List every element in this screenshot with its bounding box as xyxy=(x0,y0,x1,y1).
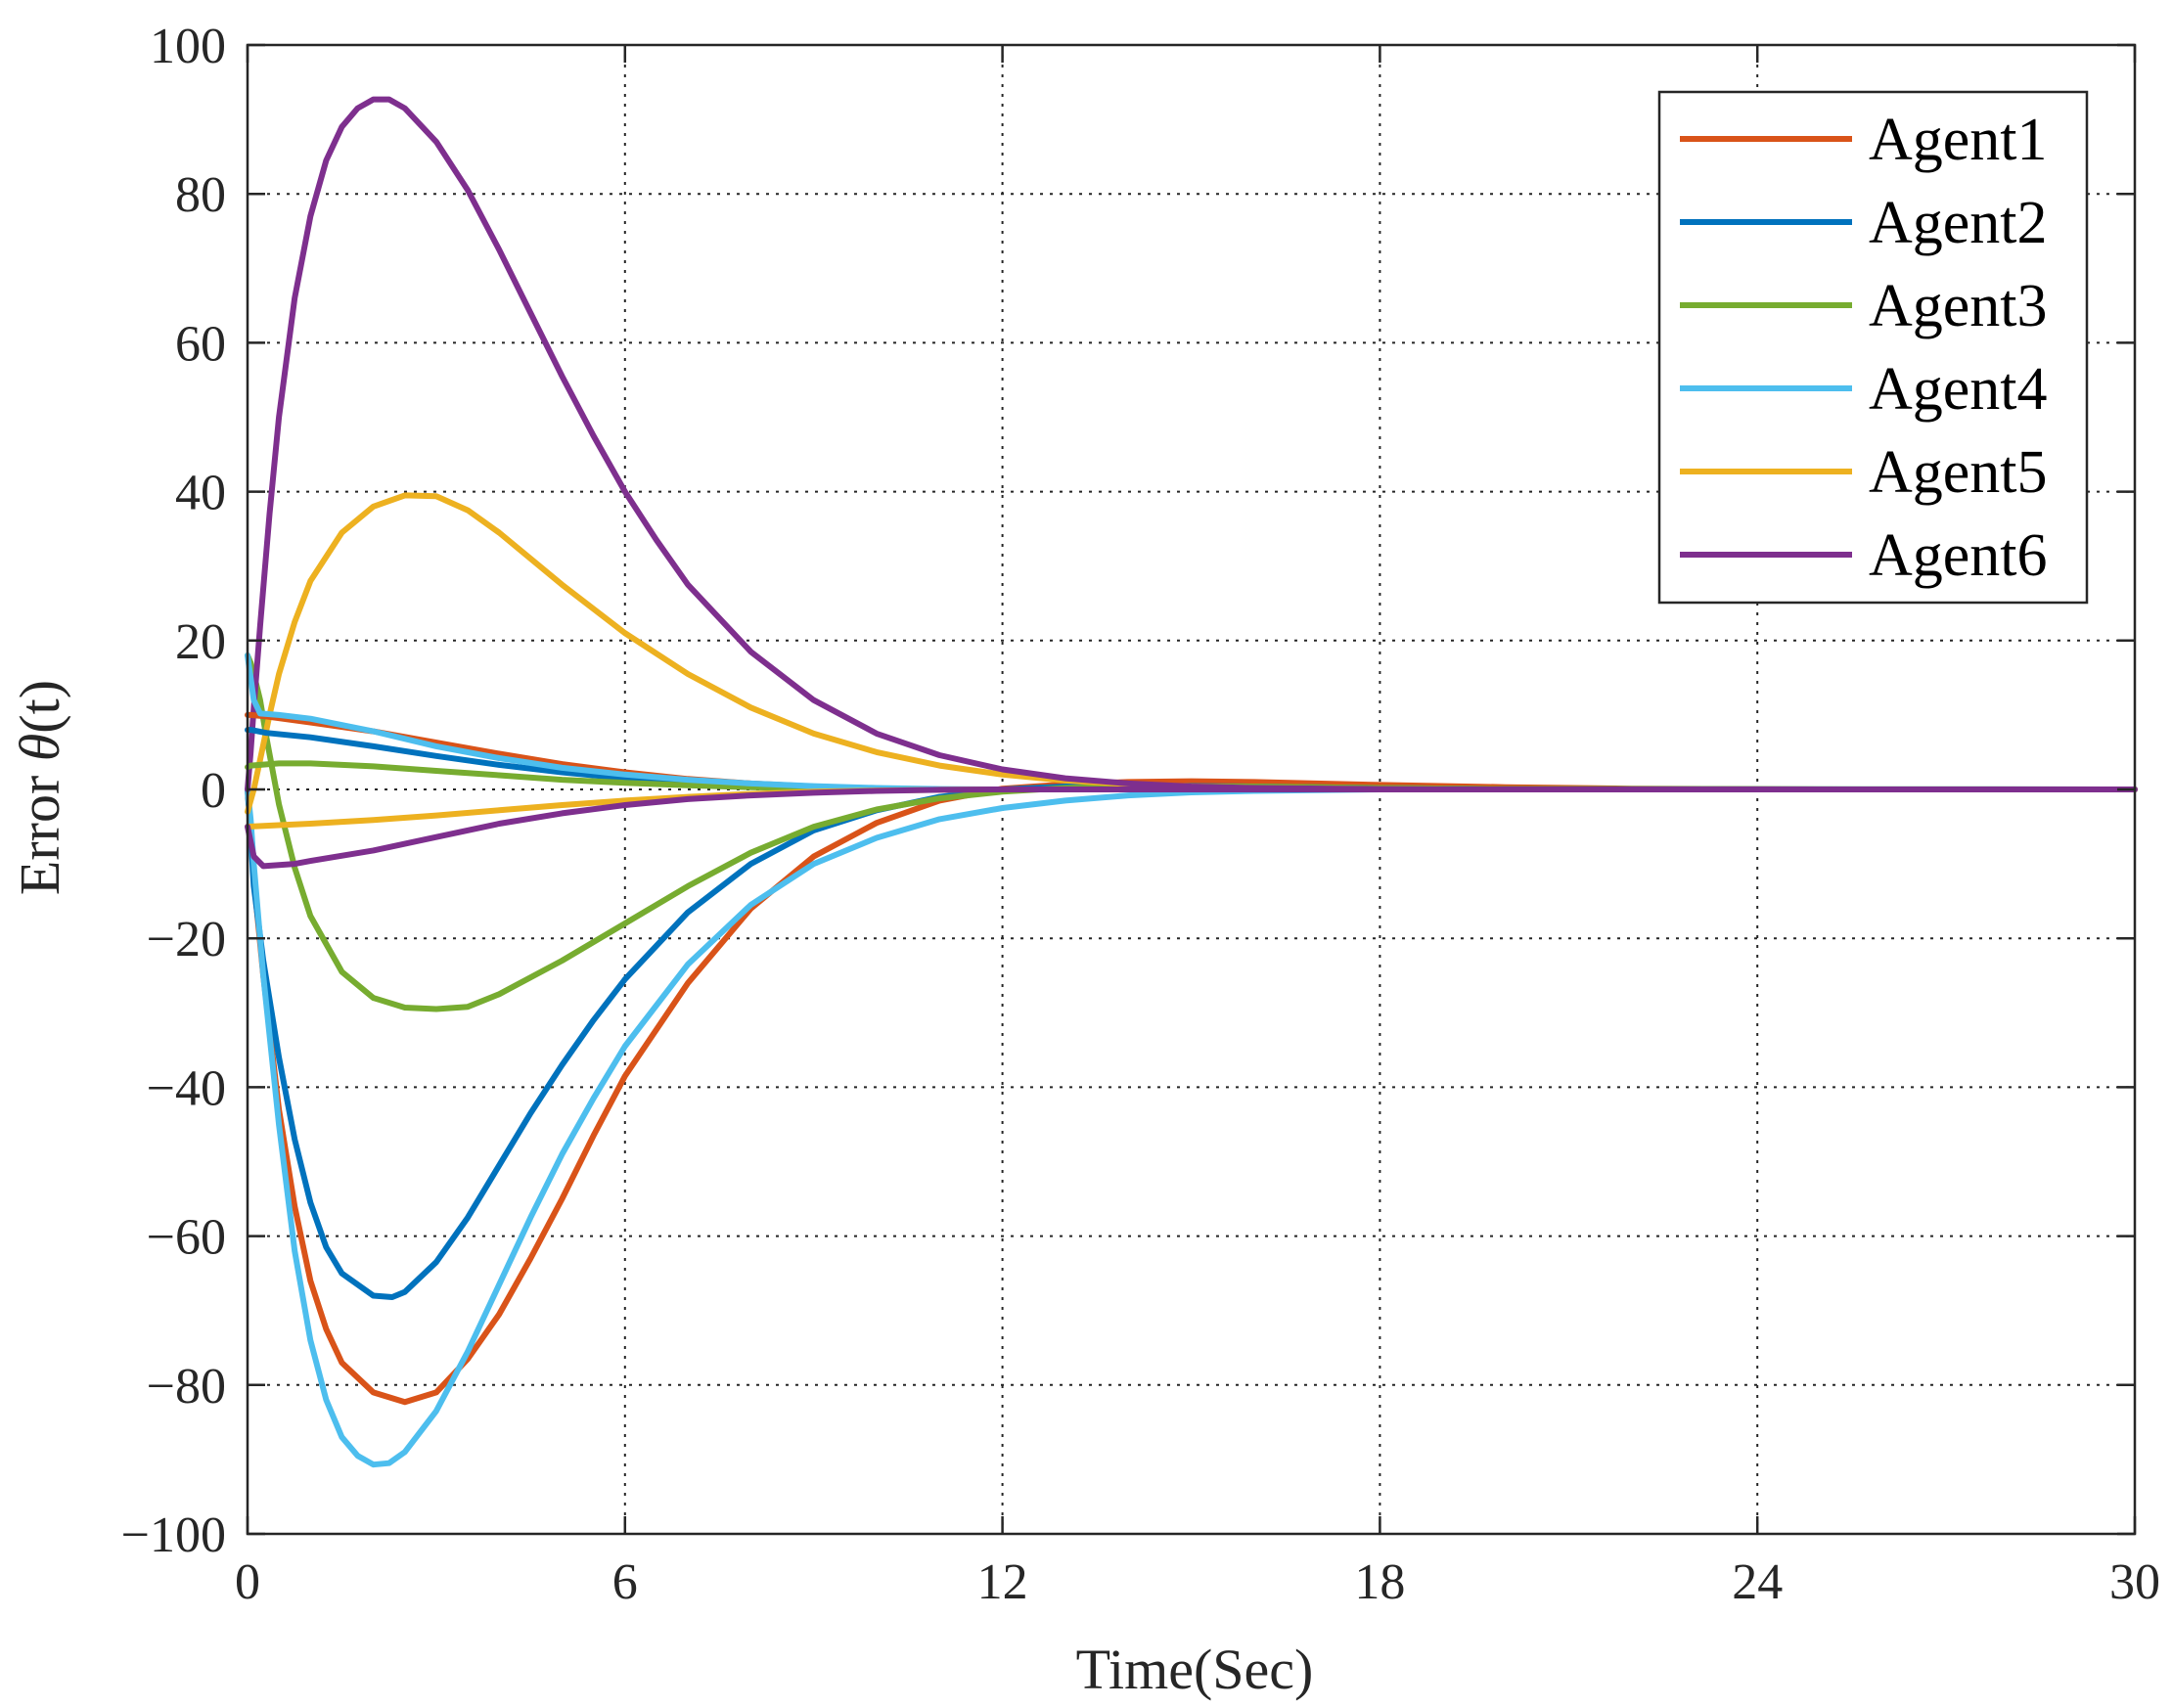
x-axis-title: Time(Sec) xyxy=(1076,1638,1314,1701)
y-tick-label: −40 xyxy=(147,1060,226,1116)
y-tick-label: 20 xyxy=(175,614,226,670)
y-axis-title-symbol: θ xyxy=(8,734,71,762)
axis-ticks xyxy=(246,43,2137,1536)
x-tick-label: 30 xyxy=(2109,1554,2160,1610)
legend-label-agent2: Agent2 xyxy=(1869,190,2048,256)
legend-label-agent6: Agent6 xyxy=(1869,522,2048,589)
legend-label-agent5: Agent5 xyxy=(1869,439,2048,506)
series-line-agent6 xyxy=(245,96,2138,792)
series-line-agent6-tail xyxy=(245,787,2138,870)
x-tick-label: 12 xyxy=(977,1554,1028,1610)
series-lines xyxy=(245,96,2138,1468)
y-tick-label: −100 xyxy=(121,1507,226,1563)
y-tick-label: −20 xyxy=(147,912,226,967)
x-tick-labels: 0 6 12 18 24 30 xyxy=(235,1554,2160,1610)
y-tick-label: 40 xyxy=(175,466,226,521)
y-axis-title: Error θ(t) xyxy=(8,680,71,895)
legend: Agent1 Agent2 Agent3 Agent4 Agent5 Agent6 xyxy=(1657,90,2089,605)
x-tick-label: 6 xyxy=(612,1554,638,1610)
x-tick-label: 0 xyxy=(235,1554,260,1610)
series-line-agent4 xyxy=(245,787,2138,1468)
y-axis-title-suffix: (t) xyxy=(8,680,71,734)
y-tick-labels: 100 80 60 40 20 0 −20 −40 −60 −80 −100 xyxy=(121,19,226,1563)
legend-label-agent1: Agent1 xyxy=(1869,107,2048,173)
legend-label-agent4: Agent4 xyxy=(1869,356,2048,423)
legend-box xyxy=(1657,90,2089,605)
series-line-agent1 xyxy=(245,778,2138,1406)
y-tick-label: 60 xyxy=(175,316,226,372)
y-tick-label: −60 xyxy=(147,1210,226,1266)
y-tick-label: 80 xyxy=(175,167,226,223)
y-tick-label: 100 xyxy=(150,19,226,74)
y-tick-label: −80 xyxy=(147,1359,226,1415)
legend-items: Agent1 Agent2 Agent3 Agent4 Agent5 Agent6 xyxy=(1680,107,2048,589)
y-tick-label: 0 xyxy=(201,763,226,819)
x-tick-label: 24 xyxy=(1732,1554,1783,1610)
y-axis-title-prefix: Error xyxy=(8,761,71,895)
x-tick-label: 18 xyxy=(1354,1554,1405,1610)
legend-label-agent3: Agent3 xyxy=(1869,273,2048,339)
